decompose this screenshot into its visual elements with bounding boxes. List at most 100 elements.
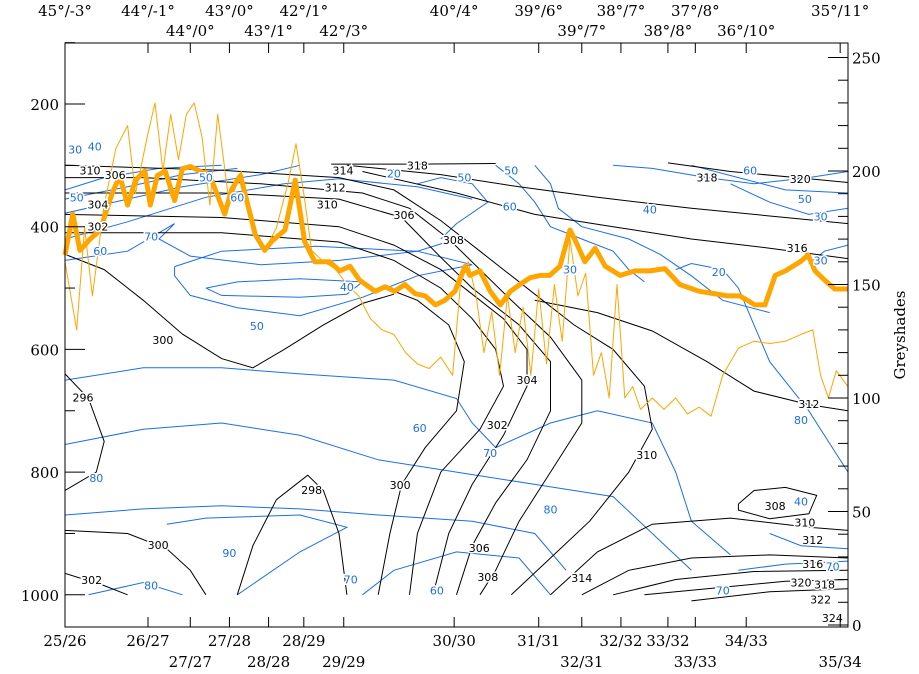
contour-label: 316 [802,558,823,571]
contour-label: 80 [543,504,557,517]
top-axis-label: 44°/-1° [121,2,175,20]
contour-label: 318 [814,578,835,591]
left-axis-tick-label: 400 [30,219,59,237]
contour-label: 20 [712,266,726,279]
contour-label: 40 [643,204,657,217]
contour-label: 306 [394,209,415,222]
top-axis-label: 43°/1° [244,22,293,40]
wind-contour-line [65,505,567,571]
bottom-axis-label: 28/29 [282,632,325,650]
theta-contour-line [65,177,583,596]
contour-label: 322 [810,594,831,607]
theta-contour-line [236,474,348,595]
contour-label: 30 [814,254,828,267]
theta-contour-line [667,162,848,183]
right-axis-tick-label: 50 [852,504,871,522]
wind-contour-line [174,245,473,317]
contour-label: 40 [88,140,102,153]
bottom-axis-label: 32/32 [599,632,642,650]
bottom-axis-label: 31/31 [517,632,560,650]
top-axis-label: 36°/10° [717,22,775,40]
bottom-axis-label: 25/26 [43,632,86,650]
left-axis-tick-label: 1000 [21,587,59,605]
bottom-axis-label: 32/31 [560,653,603,671]
bottom-axis-label: 35/34 [819,653,862,671]
theta-contour-line [550,517,848,596]
plot-frame [64,42,849,628]
theta-contour-line [737,486,818,520]
wind-contour-line [65,422,692,571]
contour-label: 296 [73,391,94,404]
contour-label: 300 [148,539,169,552]
wind-contours [65,164,848,596]
contour-label: 20 [387,167,401,180]
contour-label: 30 [814,210,828,223]
contour-label: 90 [222,547,236,560]
top-axis-label: 38°/7° [597,2,646,20]
theta-contour-line [65,213,528,595]
wind-contour-line [675,262,848,473]
contour-label: 318 [697,172,718,185]
wind-contour-line [65,223,457,266]
contour-label: 308 [477,571,498,584]
contour-label: 310 [794,516,815,529]
contour-label: 306 [105,169,126,182]
contour-label: 70 [344,573,358,586]
contour-label: 60 [93,245,107,258]
contour-label: 50 [199,172,213,185]
contour-label: 60 [430,585,444,598]
theta-contour-line [644,579,848,596]
wind-contour-line [417,177,489,240]
left-axis-tick-label: 200 [30,96,59,114]
theta-contour-line [362,171,848,260]
contour-label: 40 [794,496,808,509]
top-axis-label: 37°/8° [671,2,720,20]
contour-label: 312 [325,181,346,194]
contour-label: 314 [571,572,592,585]
contour-label: 310 [80,164,101,177]
top-axis-label: 44°/0° [166,22,215,40]
contour-label: 302 [487,419,508,432]
contour-label: 310 [636,449,657,462]
greyshade-series [62,102,849,417]
top-axis-label: 42°/3° [319,22,368,40]
contour-label: 60 [743,164,757,177]
contour-label: 40 [340,281,354,294]
contour-label: 318 [407,159,428,172]
right-axis-tick-label: 0 [852,617,862,635]
top-axis-label: 40°/4° [430,2,479,20]
theta-contour-line [65,572,128,596]
contour-label: 312 [798,398,819,411]
theta-contour-line [377,287,465,595]
contour-label: 310 [317,199,338,212]
contour-label: 308 [443,234,464,247]
theta-contour-line [65,164,653,596]
bottom-axis-label: 28/28 [247,653,290,671]
wind-contour-line [808,244,848,264]
wind-contour-line [88,581,183,596]
contour-labels: 310 306 304 302 300 296 298 300 302 300 302 304 306 3… [67,139,845,627]
right-axis-tick-label: 200 [852,163,881,181]
wind-contour-line [738,560,848,571]
contour-label: 30 [68,143,82,156]
top-axis-label: 39°/6° [514,2,563,20]
top-axis-label: 39°/7° [557,22,606,40]
bottom-axis-label: 26/27 [126,632,169,650]
bottom-axis-label: 30/30 [433,632,476,650]
wind-contour-line [362,551,551,596]
top-axis-label: 43°/0° [205,2,254,20]
greyshades-thick-line [62,164,848,308]
greyshades-thin-line [64,102,849,417]
contour-label: 70 [144,231,158,244]
contour-label: 320 [791,576,812,589]
wind-contour-line [613,164,848,185]
theta-contour-line [612,569,848,596]
contour-label: 50 [70,191,84,204]
right-axis-tick-label: 150 [852,277,881,295]
contour-label: 50 [504,164,518,177]
theta-contour-line [534,299,848,412]
top-axis-label: 42°/1° [279,2,328,20]
contour-label: 80 [144,580,158,593]
bottom-axis-label: 33/33 [674,653,717,671]
contour-label: 324 [822,612,843,625]
